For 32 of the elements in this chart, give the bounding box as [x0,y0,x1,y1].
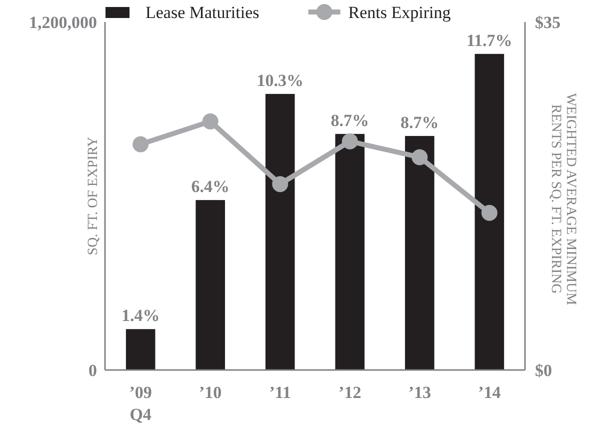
bar [405,136,434,370]
legend-label: Rents Expiring [348,3,452,22]
x-tick-label: ’14 [478,383,502,402]
y2-tick-label: $35 [535,13,560,32]
x-tick-label: ’10 [199,383,222,402]
y-tick-label: 0 [88,361,97,380]
point [342,133,358,150]
annotation: 6.4% [191,177,230,196]
point [132,136,149,152]
bar [196,200,225,370]
y-axis-title: SQ. FT. OF EXPIRY [86,136,101,256]
annotation: 10.3% [256,70,304,90]
bar [265,94,295,370]
x-tick-label: ’11 [269,383,291,402]
bar [335,134,365,370]
y-tick-label: 1,200,000 [29,13,97,32]
y2-tick-label: $0 [535,361,552,380]
annotation: 1.4% [121,306,160,326]
point [481,204,498,221]
x-tick-label: ’12 [338,383,362,402]
annotation: 8.7% [330,110,370,130]
annotation: 11.7% [466,30,512,50]
legend-label: Lease Maturities [146,3,260,22]
annotation: 8.7% [400,112,439,132]
x-tick-label: ’09 Q4 [129,383,152,424]
point [412,149,428,166]
point [272,176,288,192]
x-tick-label: ’13 [408,383,431,402]
point [202,113,218,130]
bar [474,54,504,370]
bar [126,329,156,370]
y2-axis-title: WEIGHTED AVERAGE MINIMUM RENTS PER SQ. FT. EXPIRING [548,92,578,306]
